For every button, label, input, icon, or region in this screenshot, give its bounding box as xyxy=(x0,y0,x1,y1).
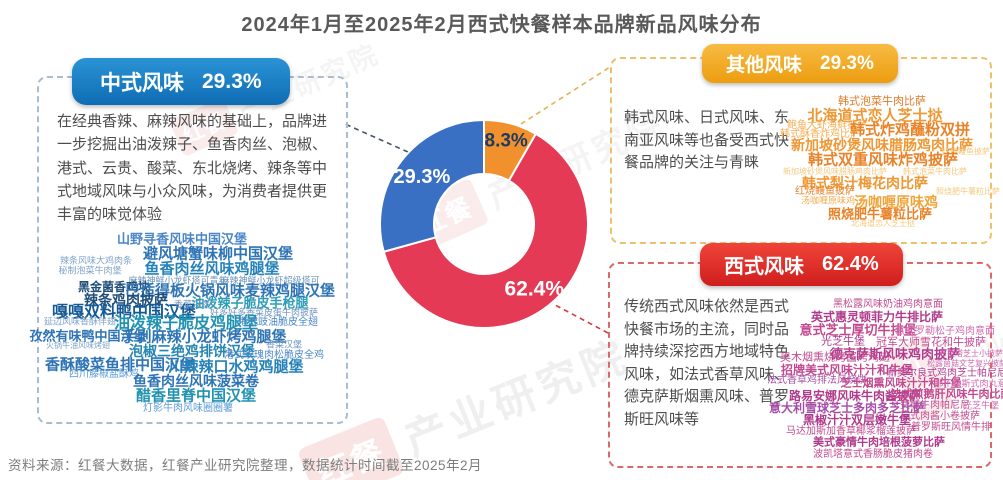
cloud-word: 黑椒汁汁双层嫩牛堡 xyxy=(802,413,912,427)
cloud-word: 麻辣神鲜小龙虾超级塔可 xyxy=(220,275,320,286)
cloud-word: 鱼香肉丝风味菠菜卷 xyxy=(133,373,259,389)
cloud-word: 避风塘蟹味柳中国汉堡 xyxy=(142,245,294,263)
cloud-word: 泡椒三绝鸡排饼汉堡 xyxy=(129,343,255,359)
cloud-word: 延边风味香酥伴翅 xyxy=(43,316,117,327)
cloud-word: 手剥麻辣小龙虾烤鸡腿堡 xyxy=(121,328,287,346)
chinese-flavor-wordcloud: 山野寻香风味中国汉堡 辣条风味大鸡肉条 避风塘蟹味柳中国汉堡 秘制泡菜牛肉堡 鱼香肉丝风… xyxy=(29,225,340,420)
cloud-word: 麻辣神鲜小龙虾塔可青年 xyxy=(128,275,228,286)
cloud-word: 新奥尔良式鸡肉芝士帕尼尼 xyxy=(887,368,1003,379)
badge-value: 62.4% xyxy=(822,253,879,275)
cloud-word: 秘制泡菜牛肉堡 xyxy=(58,265,122,276)
cloud-word: 意式芝士厚切牛排堡 xyxy=(799,322,917,338)
cloud-word: 照烧肥牛薯粒比萨 xyxy=(936,187,1000,196)
western-flavor-wordcloud: 黑松露风味奶油鸡肉意面 英式惠灵顿菲力牛排比萨 意式芝士厚切牛排堡 意式罗勒松子鸡肉意… xyxy=(767,288,1003,460)
cloud-word: 美式豪情牛肉培根菠萝比萨 xyxy=(813,436,945,449)
cloud-word: 普罗斯旺风情牛排 xyxy=(911,422,991,433)
watermark-text: 产业研究院 xyxy=(398,332,637,466)
cloud-word: 红烧鳗鱼披萨 xyxy=(942,147,990,156)
badge-label: 其他风味 xyxy=(726,55,803,76)
cloud-word: 川辣辣口水鸡鸡腿堡 xyxy=(168,358,304,376)
chinese-flavor-badge: 中式风味 29.3% xyxy=(72,58,290,105)
cloud-word: 韩式双重风味炸鸡披萨 xyxy=(807,151,959,169)
cloud-word: 辣条风味大鸡肉条 xyxy=(59,255,133,266)
cloud-word: 好多好多香菜皮蛋牛肉披萨 xyxy=(209,307,319,318)
cloud-word: 孜然有味鸭中国汉堡 xyxy=(29,328,147,344)
cloud-word: 那不勒斯式肉丸意面 xyxy=(934,378,1003,389)
data-source-note: 资料来源：红餐大数据，红餐产业研究院整理，数据统计时间截至2025年2月 xyxy=(8,458,483,473)
cloud-word: 香菜汉堡 xyxy=(265,339,303,350)
cloud-word: 火锅牛油风味烤翅 xyxy=(46,341,110,350)
cloud-word: 油泼辣子脆皮手枪腿 xyxy=(191,295,309,311)
chinese-flavor-description: 在经典香辣、麻辣风味的基础上，品牌进一步挖掘出油泼辣子、鱼香肉丝、泡椒、港式、云… xyxy=(57,113,328,223)
cloud-word: 汤咖喱原味鸡 xyxy=(800,195,856,206)
cloud-word: 黑金菌香鸡块 xyxy=(77,280,151,294)
badge-label: 中式风味 xyxy=(100,71,184,95)
cloud-word: 黑松露风味奶油鸡肉意面 xyxy=(833,299,943,310)
cloud-word: 巴适得板火锅风味麦辣鸡腿汉堡 xyxy=(124,282,336,300)
cloud-word: 醋香里脊中国汉堡 xyxy=(135,387,257,405)
cloud-word: 韩式泡菜牛肉比萨 xyxy=(838,95,926,108)
cloud-word: 韩式梨汁梅花肉比萨 xyxy=(802,175,928,191)
page-title: 2024年1月至2025年2月西式快餐样本品牌新品风味分布 xyxy=(241,14,762,36)
badge-value: 29.3% xyxy=(820,52,874,74)
cloud-word: 灯影牛肉风味圈圈薯 xyxy=(143,403,233,414)
cloud-word: 香酥酸菜鱼排中国汉堡 xyxy=(44,356,196,374)
cloud-word: 芝士烟熏风味汁汁和牛堡 xyxy=(840,377,962,390)
cloud-word: 香菜汉堡 xyxy=(173,299,211,310)
cloud-word: 韩式酥香炸鸡比萨 xyxy=(780,129,860,140)
other-flavor-wordcloud: 韩式泡菜牛肉比萨 北海道式恋人芝士挞 鲍鱼大虾海鲜披萨 韩式炸鸡蘸粉双拼 韩式酥香炸鸡比… xyxy=(770,92,1000,234)
donut-label: 62.4% xyxy=(504,277,564,300)
donut-chart: 8.3% 62.4% 29.3% xyxy=(379,118,589,329)
cloud-word: 冠军大师雪花和牛披萨 xyxy=(876,336,986,349)
cloud-word: 四川藤椒盐酥鸡 xyxy=(69,369,139,380)
cloud-word: 光芝牛堡 xyxy=(962,400,1000,411)
badge-label: 西式风味 xyxy=(724,256,804,278)
cloud-word: 奥木烟熏烧烤酱烤鸡翅 xyxy=(780,351,890,364)
cloud-word: 德克萨斯风味鸡肉披萨 xyxy=(829,346,961,362)
donut-slice xyxy=(382,132,589,329)
cloud-word: 路易安娜风味牛肉酱披萨 xyxy=(788,389,922,403)
cloud-word: 鲍鱼大虾海鲜披萨 xyxy=(787,120,867,131)
cloud-word: 松露菌菇文艺复兴披萨 xyxy=(927,359,1003,368)
cloud-word: 意式肉酱小卷披萨 xyxy=(900,411,980,422)
cloud-word: 意式罗勒松子鸡肉意面 xyxy=(895,326,995,337)
donut-label: 29.3% xyxy=(394,166,451,188)
panel-western-flavor: 西式风味 62.4% 传统西式风味依然是西式快餐市场的主流，同时品牌持续深挖西方… xyxy=(608,243,992,468)
cloud-word: 波凯塔意式香肠脆皮猪肉卷 xyxy=(813,449,933,460)
cloud-word: 费城牛肉帕尼尼 xyxy=(900,400,970,411)
donut-slice xyxy=(379,118,485,253)
cloud-word: 新加坡砂煲风味腊肠鸡肉比萨 xyxy=(783,167,887,176)
cloud-word: 英式惠灵顿菲力牛排比萨 xyxy=(810,310,944,324)
cloud-word: 布拉塔芝士小披萨 xyxy=(939,349,1003,358)
other-flavor-description: 韩式风味、日式风味、东南亚风味等也备受西式快餐品牌的关注与青睐 xyxy=(624,109,790,171)
other-flavor-badge: 其他风味 29.3% xyxy=(702,44,898,83)
cloud-word: 新加坡砂煲风味腊肠鸡肉比萨 xyxy=(791,137,973,153)
cloud-word: 鱼香肉丝风味鸡腿堡 xyxy=(144,260,280,278)
cloud-word: 港式玫瑰肉松脆皮全鸡 xyxy=(224,350,324,361)
cloud-word: 光芝牛堡 xyxy=(821,335,865,348)
cloud-word: 意大利雪球芝士多肉多芝比萨 xyxy=(768,401,926,415)
cloud-word: 油泼辣子脆皮鸡腿堡 xyxy=(113,315,259,332)
panel-chinese-flavor: 中式风味 29.3% 在经典香辣、麻辣风味的基础上，品牌进一步挖掘出油泼辣子、鱼… xyxy=(37,58,348,424)
cloud-word: 山野寻香风味中国汉堡 xyxy=(116,231,248,247)
cloud-word: 红烧鳗鱼披萨 xyxy=(795,186,855,197)
cloud-word: 嘎嘎双料鸭中国汉堡 xyxy=(51,304,197,321)
cloud-word: 马达加斯加香草椰浆榴莲披萨 xyxy=(786,426,916,437)
cloud-word: 招牌美式风味汁汁和牛堡 xyxy=(780,363,914,377)
western-flavor-description: 传统西式风味依然是西式快餐市场的主流，同时品牌持续深挖西方地域特色风味，如法式香… xyxy=(624,298,790,428)
cloud-word: 法式香草鸡排法风烧饼 xyxy=(767,375,867,386)
western-flavor-badge: 西式风味 62.4% xyxy=(700,243,903,286)
cloud-word: 辣条鸡肉披萨 xyxy=(84,292,168,308)
cloud-word: 照烧肥牛薯粒比萨 xyxy=(827,206,933,222)
cloud-word: 韩式炸鸡蘸粉双拼 xyxy=(849,121,971,139)
cloud-word: 法式煎鹅肝风味牛肉比萨 xyxy=(890,388,1003,401)
cloud-word: 韩式泡菜牛肉比萨 xyxy=(903,167,967,176)
cloud-word: 汤咖喱原味鸡 xyxy=(854,194,938,210)
cloud-word: 北海道恋人芝士挞 xyxy=(851,219,915,228)
badge-value: 29.3% xyxy=(202,69,262,93)
cloud-word: 港式豉油脆皮全翅 xyxy=(238,317,318,328)
donut-label: 8.3% xyxy=(485,130,528,151)
cloud-word: 北海道式恋人芝士挞 xyxy=(807,107,943,125)
